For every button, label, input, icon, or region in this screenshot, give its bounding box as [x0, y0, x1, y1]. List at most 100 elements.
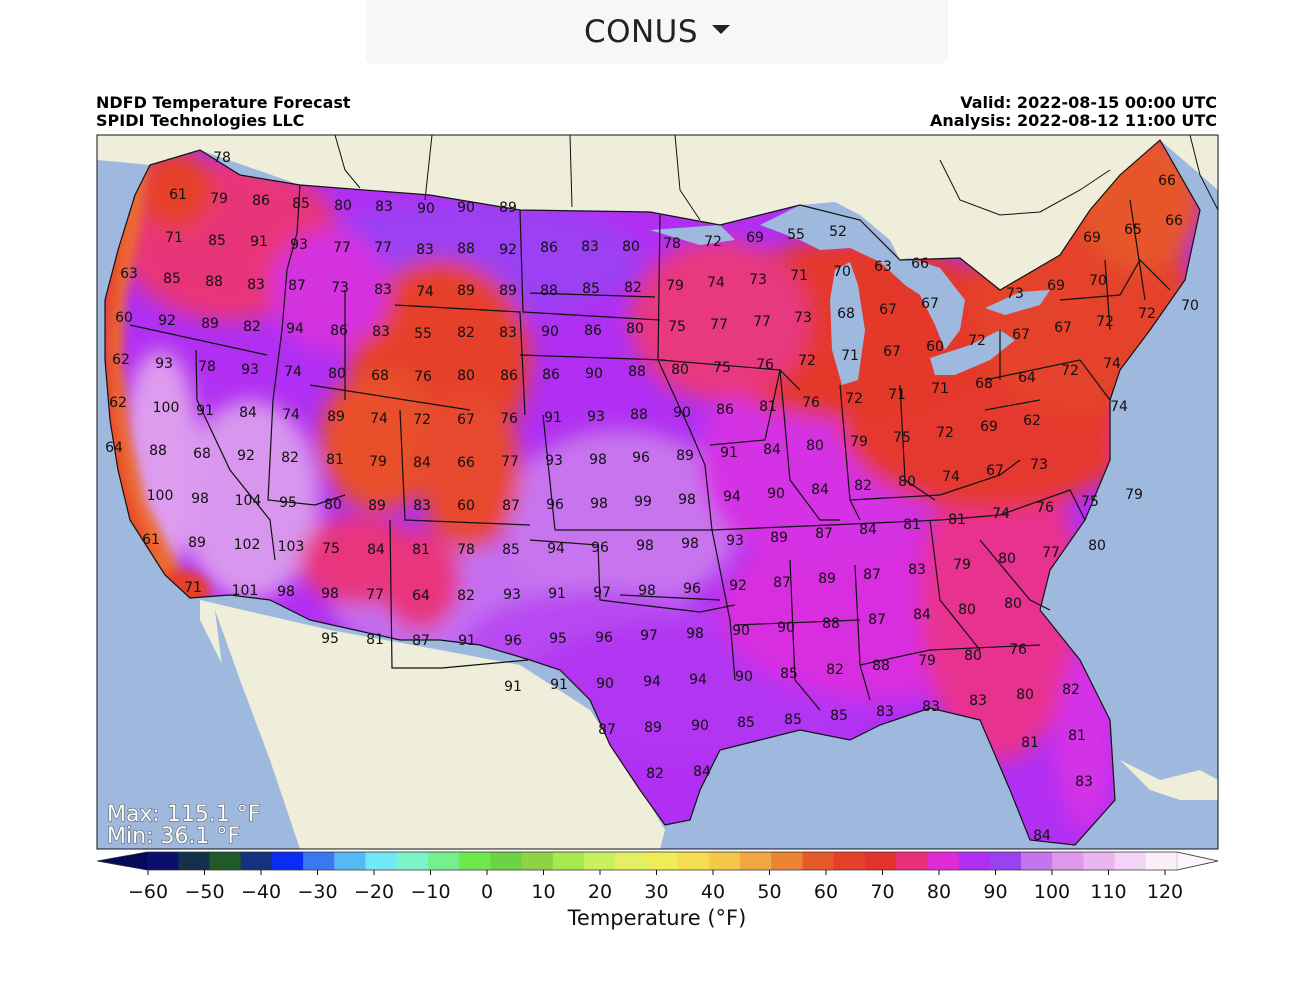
city-temp-label: 89	[676, 448, 694, 464]
city-temp-label: 83	[413, 498, 431, 514]
city-temp-label: 80	[328, 366, 346, 382]
lakes	[650, 202, 1050, 385]
city-temp-label: 81	[1021, 735, 1039, 751]
colorbar-tick-label: 100	[1034, 881, 1070, 903]
city-temp-label: 93	[726, 533, 744, 549]
city-temp-label: 83	[908, 562, 926, 578]
city-temp-label: 66	[457, 455, 475, 471]
city-temp-label: 93	[290, 237, 308, 253]
city-temp-label: 98	[191, 491, 209, 507]
caribbean-island	[1120, 760, 1218, 800]
city-temp-label: 72	[798, 353, 816, 369]
city-temp-label: 91	[504, 679, 522, 695]
city-temp-label: 73	[331, 280, 349, 296]
city-temp-label: 82	[646, 766, 664, 782]
city-temp-label: 68	[193, 446, 211, 462]
city-temp-label: 74	[1110, 399, 1128, 415]
city-temp-label: 67	[457, 412, 475, 428]
city-temp-label: 94	[723, 489, 741, 505]
city-temp-label: 82	[281, 450, 299, 466]
city-temp-label: 84	[913, 607, 931, 623]
city-temp-label: 77	[753, 314, 771, 330]
city-temp-label: 84	[1033, 828, 1051, 844]
city-temp-label: 89	[770, 530, 788, 546]
city-temp-label: 90	[417, 201, 435, 217]
region-dropdown[interactable]: CONUS	[366, 0, 948, 64]
city-temp-label: 94	[643, 674, 661, 690]
city-temp-label: 99	[634, 494, 652, 510]
city-temp-label: 61	[169, 187, 187, 203]
city-temp-label: 67	[883, 344, 901, 360]
city-temp-label: 64	[412, 588, 430, 604]
city-temp-label: 89	[499, 200, 517, 216]
city-temp-label: 87	[288, 278, 306, 294]
colorbar-segment	[1083, 852, 1116, 870]
city-temp-label: 64	[1018, 370, 1036, 386]
city-temp-label: 86	[500, 368, 518, 384]
city-temp-label: 82	[243, 319, 261, 335]
colorbar-title: Temperature (°F)	[567, 906, 747, 930]
city-temp-label: 80	[898, 474, 916, 490]
city-temp-label: 88	[457, 241, 475, 257]
city-temp-label: 88	[872, 658, 890, 674]
canada-land	[97, 135, 1218, 290]
city-temp-label: 82	[826, 662, 844, 678]
colorbar-segment	[552, 852, 585, 870]
city-temp-label: 76	[1036, 500, 1054, 516]
city-temp-label: 84	[811, 482, 829, 498]
city-temp-label: 79	[666, 278, 684, 294]
city-temp-label: 67	[1012, 327, 1030, 343]
city-temp-label: 74	[707, 275, 725, 291]
colorbar-segment	[802, 852, 835, 870]
city-temp-label: 69	[1083, 230, 1101, 246]
colorbar-segment	[490, 852, 523, 870]
city-temp-label: 94	[689, 672, 707, 688]
city-temp-label: 74	[942, 469, 960, 485]
city-temp-label: 63	[874, 259, 892, 275]
city-temp-label: 70	[1089, 273, 1107, 289]
city-temp-label: 98	[636, 538, 654, 554]
city-temp-label: 89	[457, 283, 475, 299]
mexico-land	[200, 600, 665, 849]
city-temp-label: 97	[640, 628, 658, 644]
city-temp-label: 80	[1004, 596, 1022, 612]
city-temp-label: 80	[806, 438, 824, 454]
city-temp-label: 93	[503, 587, 521, 603]
colorbar-segment	[427, 852, 460, 870]
city-temp-label: 98	[638, 583, 656, 599]
city-temp-label: 84	[413, 455, 431, 471]
colorbar	[96, 851, 1219, 871]
city-temp-label: 98	[681, 536, 699, 552]
colorbar-tick-label: −30	[297, 881, 337, 903]
city-temp-label: 87	[815, 526, 833, 542]
city-temp-label: 92	[729, 578, 747, 594]
city-temp-label: 83	[375, 199, 393, 215]
colorbar-segment	[209, 852, 242, 870]
map-header-right: Valid: 2022-08-15 00:00 UTC Analysis: 20…	[930, 94, 1217, 130]
city-temp-label: 85	[163, 271, 181, 287]
colorbar-extend-high	[1176, 851, 1219, 871]
city-temp-label: 79	[953, 557, 971, 573]
city-temp-label: 98	[277, 584, 295, 600]
city-temp-label: 86	[542, 367, 560, 383]
city-temp-label: 92	[499, 242, 517, 258]
city-temp-label: 77	[501, 454, 519, 470]
city-temp-label: 69	[746, 230, 764, 246]
city-temp-label: 87	[412, 633, 430, 649]
map-frame-content: 78 61 79 86 85 80 83 90 90 89 71 85 91 93 77 77 83 88 92 86…	[97, 135, 1218, 849]
city-temp-label: 79	[850, 434, 868, 450]
city-temp-label: 63	[120, 266, 138, 282]
city-temp-label: 101	[232, 583, 259, 599]
city-temp-label: 75	[713, 360, 731, 376]
city-temp-label: 81	[948, 512, 966, 528]
city-temp-label: 104	[235, 493, 262, 509]
city-temp-label: 93	[545, 453, 563, 469]
city-temp-label: 90	[691, 718, 709, 734]
city-temp-label: 75	[1081, 494, 1099, 510]
stats-overlay: Max: 115.1 °F Min: 36.1 °F	[106, 801, 261, 849]
colorbar-segment	[833, 852, 866, 870]
city-temp-label: 88	[628, 364, 646, 380]
city-temp-label: 75	[893, 430, 911, 446]
city-temp-label: 94	[286, 321, 304, 337]
colorbar-tick-label: −20	[354, 881, 394, 903]
